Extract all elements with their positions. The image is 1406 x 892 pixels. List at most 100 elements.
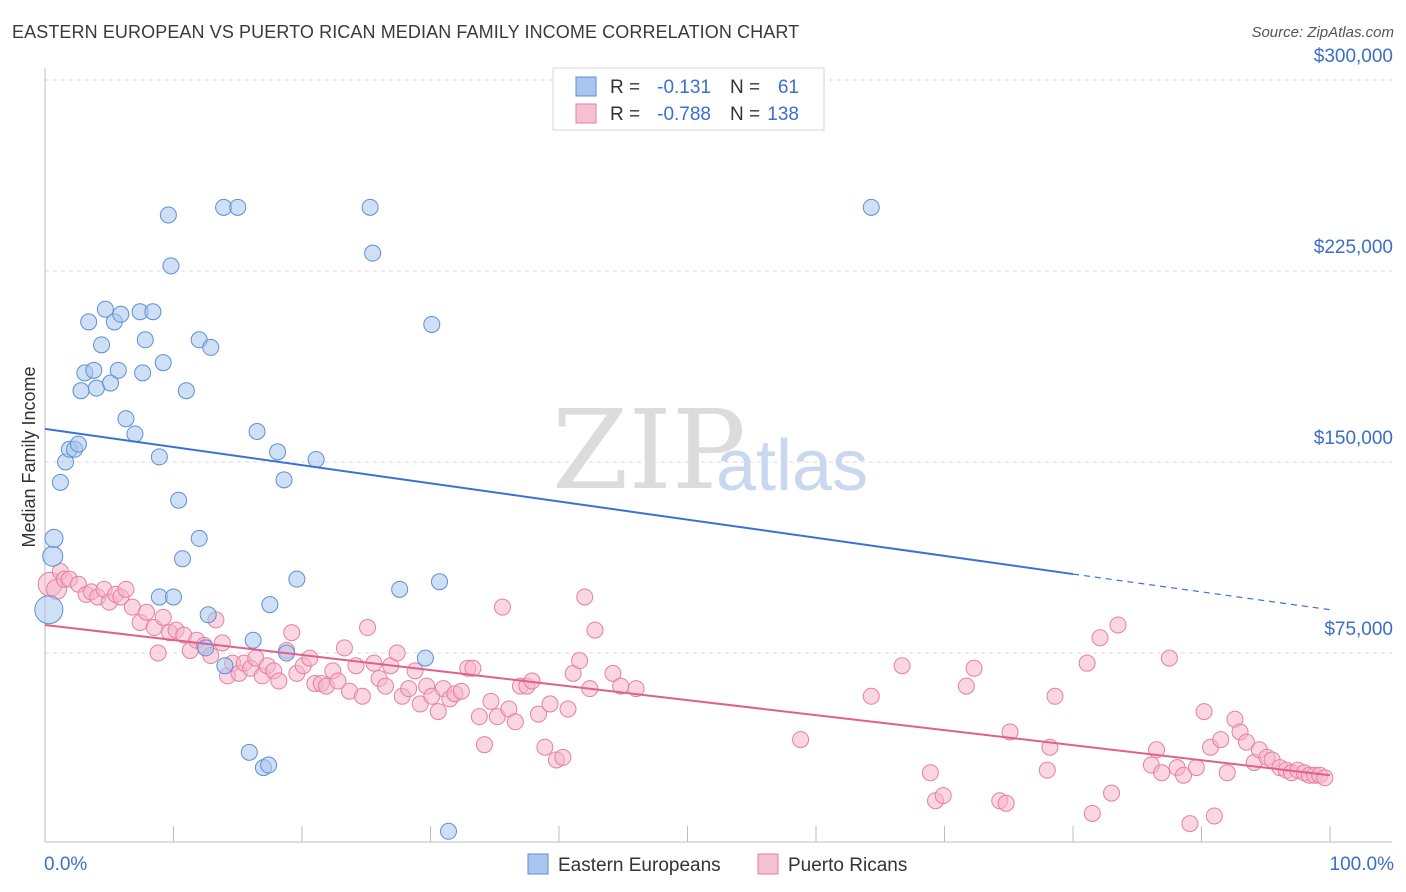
puerto-ricans-point [997,794,1015,812]
puerto-ricans-point [301,649,319,667]
puerto-ricans-point [117,580,135,598]
puerto-ricans-point [475,736,493,754]
axes [44,68,1392,843]
puerto-ricans-point [554,748,572,766]
puerto-ricans-point [464,659,482,677]
eastern-europeans-point [177,382,195,400]
eastern-europeans-point [93,336,111,354]
eastern-europeans-point [202,338,220,356]
eastern-europeans-point [42,545,64,567]
puerto-ricans-point [429,703,447,721]
puerto-ricans-point [541,695,559,713]
eastern-europeans-point [190,529,208,547]
eastern-europeans-point [96,300,114,318]
puerto-ricans-point [536,738,554,756]
puerto-ricans-point [213,634,231,652]
eastern-europeans-point [165,588,182,606]
puerto-ricans-point [470,708,488,726]
eastern-europeans-point [112,305,130,323]
puerto-ricans-point [1046,687,1064,705]
x-tick-label-max: 100.0% [1330,854,1395,875]
series-eastern-europeans [34,198,880,840]
eastern-europeans-point [216,657,234,675]
eastern-europeans-point [862,198,880,216]
eastern-europeans-point [307,450,325,468]
puerto-ricans-point [1316,769,1334,787]
puerto-ricans-point [529,705,547,723]
stats-legend: R = -0.131 N = 61 R = -0.788 N = 138 [552,67,825,131]
puerto-ricans-point [1218,764,1236,782]
legend-swatch-puerto-ricans [757,853,779,875]
eastern-europeans-point [150,588,168,606]
stats-legend-swatch-pink [575,103,597,124]
puerto-ricans-point [329,672,347,690]
puerto-ricans-point [1160,649,1178,667]
puerto-ricans-point [1205,807,1223,825]
y-tick-label: $225,000 [1314,237,1393,258]
eastern-europeans-point [416,649,434,667]
chart-title: EASTERN EUROPEAN VS PUERTO RICAN MEDIAN … [12,22,800,42]
puerto-ricans-point [1109,616,1127,634]
puerto-ricans-point [1091,629,1109,647]
puerto-ricans-point [1187,759,1205,777]
eastern-europeans-point [102,374,120,392]
eastern-europeans-point [261,596,279,614]
puerto-ricans-point [604,664,622,682]
eastern-europeans-point [248,422,266,440]
puerto-ricans-point [1153,764,1171,782]
stats-n-value-pink: 138 [767,104,799,125]
eastern-europeans-point [199,606,217,624]
puerto-ricans-point [1103,784,1121,802]
eastern-europeans-point [260,756,278,774]
puerto-ricans-point [138,603,156,621]
puerto-ricans-point [482,692,500,710]
eastern-europeans-trend-extension [1072,573,1331,611]
stats-legend-swatch-blue [575,76,597,97]
stats-r-label-blue: R = [610,77,640,98]
puerto-ricans-point [353,687,371,705]
puerto-ricans-point [862,687,880,705]
puerto-ricans-point [1212,731,1230,749]
eastern-europeans-point [159,206,177,224]
puerto-ricans-point [377,677,395,695]
eastern-europeans-point [173,550,191,568]
eastern-europeans-trend-line [44,427,1074,576]
puerto-ricans-point [493,598,511,616]
y-tick-label: $150,000 [1314,428,1393,449]
stats-n-label-pink: N = [730,104,760,125]
y-axis-title: Median Family Income [19,366,39,547]
puerto-ricans-point [586,621,604,639]
puerto-ricans-point [934,787,952,805]
series-legend: Eastern Europeans Puerto Ricans [527,853,907,876]
watermark-atlas: atlas [716,426,868,506]
puerto-ricans-point [154,608,172,626]
puerto-ricans-point [270,672,288,690]
puerto-ricans-point [1195,703,1213,721]
puerto-ricans-point [1083,804,1101,822]
puerto-ricans-point [1001,723,1019,741]
eastern-europeans-point [229,198,247,216]
stats-n-value-blue: 61 [778,77,799,98]
puerto-ricans-point [921,764,939,782]
stats-legend-box [552,67,825,131]
puerto-ricans-point [400,680,418,698]
puerto-ricans-point [893,657,911,675]
eastern-europeans-point [288,570,306,588]
puerto-ricans-point [406,662,424,680]
eastern-europeans-point [244,631,262,649]
puerto-ricans-point [335,639,353,657]
eastern-europeans-point [170,491,188,509]
eastern-europeans-point [72,382,90,400]
eastern-europeans-point [44,528,64,548]
puerto-ricans-trend-line [44,623,1331,777]
source-credit: Source: ZipAtlas.com [1251,24,1394,41]
eastern-europeans-point [439,822,457,840]
y-tick-label: $300,000 [1314,46,1393,67]
stats-r-value-blue: -0.131 [657,77,711,98]
eastern-europeans-point [364,244,382,262]
puerto-ricans-point [559,700,577,718]
eastern-europeans-point [85,361,103,379]
eastern-europeans-point [275,471,293,489]
eastern-europeans-point [134,364,152,382]
